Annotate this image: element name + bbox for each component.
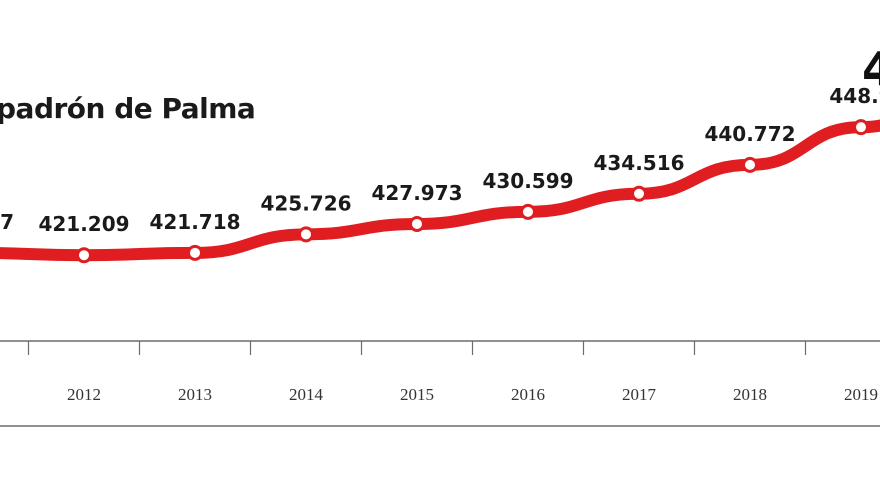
x-axis: 2012 2013 2014 2015 2016 2017 2018 2019 [0,340,880,427]
x-tick-label: 2015 [400,385,434,404]
corner-headline-fragment: 4 [862,42,880,96]
x-tick-label: 2012 [67,385,101,404]
data-point [742,156,758,173]
data-label: 421.718 [149,210,240,234]
series-line [0,119,880,262]
data-point [409,215,425,232]
data-point [520,203,536,220]
data-label: 421.209 [38,212,129,236]
data-point [298,226,314,243]
data-label: 448.9 [829,84,880,108]
data-point [187,244,203,261]
data-label: 430.599 [482,169,573,193]
data-labels: 7 421.209 421.718 425.726 427.973 430.599 434.… [0,84,880,236]
x-tick-label: 2017 [622,385,657,404]
data-label: 425.726 [260,191,351,215]
data-label: 427.973 [371,181,462,205]
data-point [76,247,92,264]
series-line-layer [0,119,880,262]
chart-title: padrón de Palma [0,92,256,125]
x-tick-label: 2016 [511,385,545,404]
data-label: 434.516 [593,151,684,175]
data-markers [76,119,869,264]
x-tick-label: 2018 [733,385,767,404]
x-tick-label: 2019 [844,385,878,404]
data-label: 7 [0,210,14,234]
x-tick-label: 2013 [178,385,212,404]
data-point [853,119,869,136]
data-point [631,185,647,202]
x-tick-label: 2014 [289,385,324,404]
data-label: 440.772 [704,122,795,146]
